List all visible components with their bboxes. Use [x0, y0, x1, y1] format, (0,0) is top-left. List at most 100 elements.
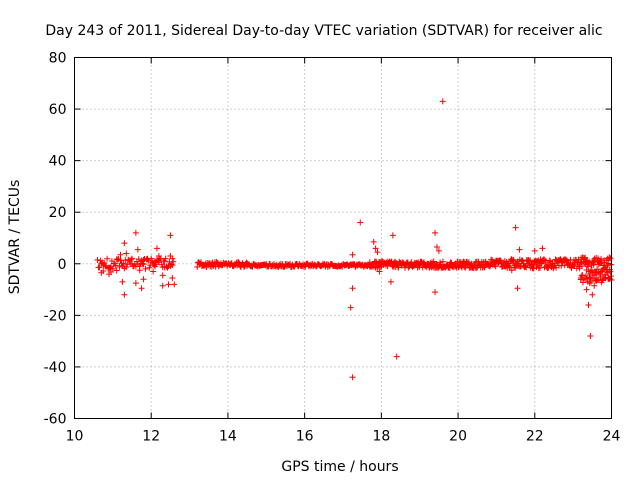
data-point [600, 265, 607, 272]
data-point [140, 276, 147, 283]
data-point [101, 260, 108, 267]
x-axis-label: GPS time / hours [281, 459, 398, 475]
data-point [194, 263, 201, 270]
data-point [583, 272, 590, 279]
data-point [169, 255, 176, 262]
data-point [486, 262, 493, 269]
data-point [516, 246, 523, 253]
x-tick-label: 14 [219, 429, 237, 445]
data-point [140, 256, 147, 263]
data-point [604, 262, 611, 269]
x-tick-labels: 10 12 14 16 18 20 22 24 [66, 429, 621, 445]
data-point [370, 238, 377, 245]
data-point [132, 280, 139, 287]
data-point [389, 232, 396, 239]
y-tick-label: 80 [49, 51, 67, 67]
data-point [169, 274, 176, 281]
data-point [577, 274, 584, 281]
data-point [579, 271, 586, 278]
data-point [136, 267, 143, 274]
data-point [235, 259, 242, 266]
y-tick-label: 40 [49, 154, 67, 170]
data-point [586, 279, 593, 286]
data-point [598, 255, 605, 262]
data-point [510, 256, 517, 263]
data-point [107, 269, 114, 276]
data-point [159, 282, 166, 289]
data-point [585, 302, 592, 309]
data-point [542, 259, 549, 266]
data-point [123, 250, 130, 257]
data-point [158, 261, 165, 268]
data-point [596, 271, 603, 278]
y-tick-label: 20 [49, 205, 67, 221]
data-point [129, 255, 136, 262]
data-point [170, 258, 177, 265]
data-point [113, 267, 120, 274]
data-point [607, 273, 614, 280]
data-point [376, 268, 383, 275]
data-point [607, 268, 614, 275]
data-point [378, 263, 385, 270]
data-point [579, 263, 586, 270]
data-point [171, 281, 178, 288]
data-point [357, 219, 364, 226]
x-tick-label: 10 [66, 429, 84, 445]
data-point [433, 244, 440, 251]
data-point [165, 281, 172, 288]
data-point [169, 261, 176, 268]
data-point [349, 374, 356, 381]
y-tick-label: -40 [44, 360, 67, 376]
data-point [593, 276, 600, 283]
data-point [150, 268, 157, 275]
y-tick-label: 60 [49, 102, 67, 118]
data-point [146, 264, 153, 271]
data-point [374, 249, 381, 256]
plot-frame [74, 57, 612, 419]
data-point [132, 229, 139, 236]
y-tick-label: -20 [44, 308, 67, 324]
data-point [604, 269, 611, 276]
data-point [120, 260, 127, 267]
y-tick-label: 0 [58, 257, 67, 273]
data-point [119, 278, 126, 285]
data-point [512, 224, 519, 231]
grid-lines [74, 57, 612, 419]
data-point [153, 245, 160, 252]
data-point [514, 285, 521, 292]
data-point [527, 257, 534, 264]
data-point [583, 286, 590, 293]
x-tick-label: 22 [526, 429, 544, 445]
data-point [106, 264, 113, 271]
data-point [349, 285, 356, 292]
data-point [152, 258, 159, 265]
data-point [526, 258, 533, 265]
data-point [432, 229, 439, 236]
data-point [372, 245, 379, 252]
data-point [117, 251, 124, 258]
chart-title: Day 243 of 2011, Sidereal Day-to-day VTE… [45, 23, 602, 39]
data-point [530, 265, 537, 272]
data-point [128, 256, 135, 263]
data-point [586, 258, 593, 265]
data-point [198, 259, 205, 266]
data-point [94, 256, 101, 263]
data-point [96, 264, 103, 271]
y-tick-label: -60 [44, 412, 67, 428]
data-point [508, 267, 515, 274]
data-point [144, 255, 151, 262]
y-axis-label: SDTVAR / TECUs [7, 180, 23, 295]
data-point [167, 232, 174, 239]
data-point [134, 246, 141, 253]
data-point [349, 251, 356, 258]
data-point [138, 285, 145, 292]
axis-ticks [74, 57, 612, 419]
data-point [539, 245, 546, 252]
data-point [506, 263, 513, 270]
data-point [135, 256, 142, 263]
data-point [155, 253, 162, 260]
data-point [589, 291, 596, 298]
data-point [435, 247, 442, 254]
data-point [114, 256, 121, 263]
